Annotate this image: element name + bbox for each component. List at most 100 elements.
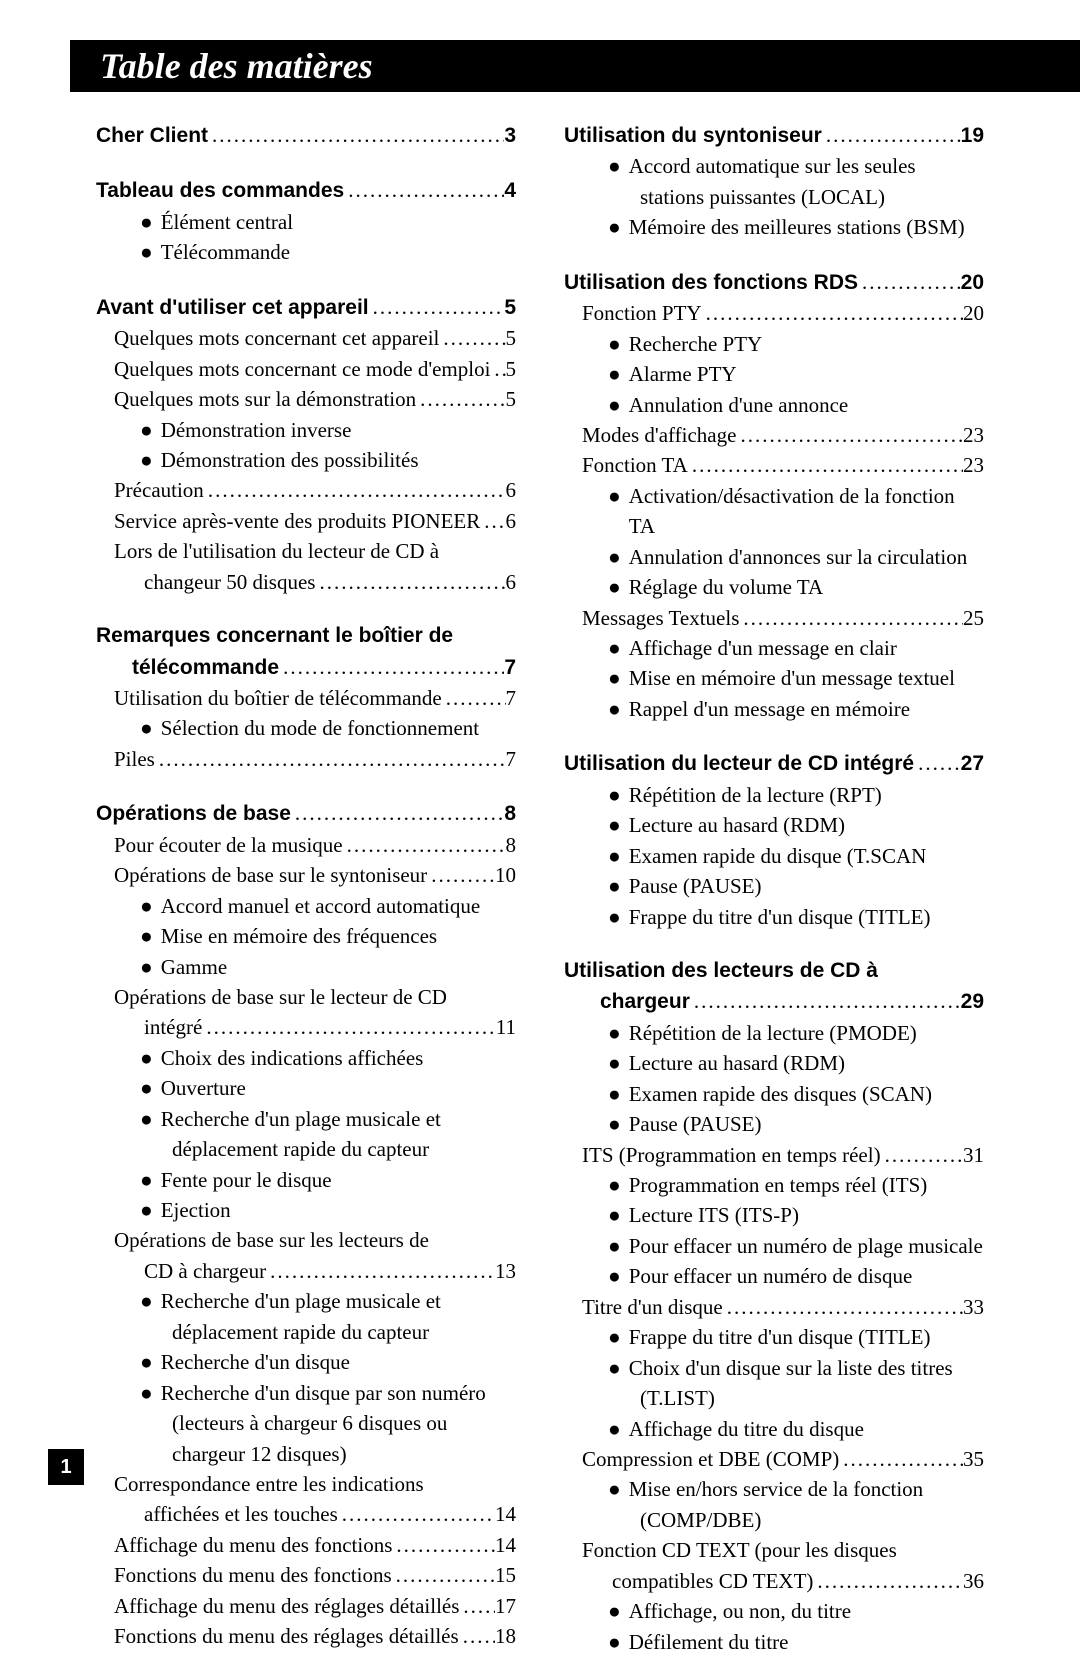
bullet-icon: ● [140,891,161,921]
entry-page: 14 [495,1499,516,1529]
leader-dots [204,475,506,505]
entry-page: 35 [963,1444,984,1474]
bullet-icon: ● [608,1109,629,1139]
entry-label: CD à chargeur [144,1256,266,1286]
section-tableau-commandes: Tableau des commandes 4 ●Élément central… [96,175,516,267]
toc-bullet: ●Recherche d'un disque [96,1347,516,1377]
toc-bullet: ●Lecture au hasard (RDM) [564,810,984,840]
toc-bullet: ●Alarme PTY [564,359,984,389]
bullet-icon: ● [608,212,629,242]
toc-entry: Compression et DBE (COMP)35 [564,1444,984,1474]
entry-page: 11 [496,1012,516,1042]
toc-bullet: ●Annulation d'une annonce [564,390,984,420]
entry-page: 36 [963,1566,984,1596]
entry-page: 5 [506,323,517,353]
toc-bullet: ●Gamme [96,952,516,982]
entry-label: Fonction PTY [582,298,702,328]
section-syntoniseur: Utilisation du syntoniseur 19 ●Accord au… [564,120,984,243]
bullet-text: Mise en/hors service de la fonction [629,1474,984,1504]
toc-heading-wrap: Utilisation des lecteurs de CD à [564,956,984,986]
entry-label: Opérations de base sur le lecteur de CD [114,982,447,1012]
bullet-text: Recherche d'un plage musicale et [161,1286,516,1316]
entry-page: 7 [506,744,517,774]
bullet-icon: ● [608,1414,629,1444]
entry-page: 5 [506,384,517,414]
toc-bullet: ●Mémoire des meilleures stations (BSM) [564,212,984,242]
toc-entry: Messages Textuels25 [564,603,984,633]
bullet-icon: ● [608,1200,629,1230]
entry-label: Fonction CD TEXT (pour les disques [582,1535,897,1565]
toc-heading-cont: chargeur 29 [564,986,984,1017]
toc-entry-cont: intégré11 [96,1012,516,1042]
bullet-text: Répétition de la lecture (PMODE) [629,1018,984,1048]
entry-page: 15 [495,1560,516,1590]
bullet-text: Frappe du titre d'un disque (TITLE) [629,902,984,932]
bullet-text: déplacement rapide du capteur [172,1134,429,1164]
heading-label: Cher Client [96,121,208,151]
heading-page: 8 [504,799,516,829]
page-number: 1 [60,1456,71,1479]
leader-dots [291,798,504,828]
bullet-text: (T.LIST) [640,1383,715,1413]
bullet-icon: ● [140,445,161,475]
toc-bullet: ●Mise en/hors service de la fonction [564,1474,984,1504]
leader-dots [822,120,961,150]
toc-heading: Utilisation des fonctions RDS 20 [564,267,984,298]
bullet-icon: ● [608,633,629,663]
bullet-text: Programmation en temps réel (ITS) [629,1170,984,1200]
bullet-text: Répétition de la lecture (RPT) [629,780,984,810]
leader-dots [202,1012,495,1042]
bullet-text: Rappel d'un message en mémoire [629,694,984,724]
toc-bullet: ●Choix des indications affichées [96,1043,516,1073]
bullet-icon: ● [608,1474,629,1504]
bullet-icon: ● [140,952,161,982]
bullet-icon: ● [140,1195,161,1225]
bullet-icon: ● [140,207,161,237]
toc-entry-wrap: Fonction CD TEXT (pour les disques [564,1535,984,1565]
entry-label: Piles [114,744,155,774]
toc-heading: Avant d'utiliser cet appareil 5 [96,292,516,323]
bullet-text: Affichage du titre du disque [629,1414,984,1444]
leader-dots [442,683,506,713]
section-avant-utiliser: Avant d'utiliser cet appareil 5 Quelques… [96,292,516,597]
leader-dots [416,384,505,414]
entry-page: 8 [506,830,517,860]
toc-bullet: ●Recherche d'un disque par son numéro [96,1378,516,1408]
entry-page: 23 [963,420,984,450]
toc-entry: Opérations de base sur le syntoniseur10 [96,860,516,890]
toc-entry: Titre d'un disque33 [564,1292,984,1322]
toc-bullet: ●Pour effacer un numéro de disque [564,1261,984,1291]
toc-bullet: ●Affichage d'un message en clair [564,633,984,663]
entry-label: affichées et les touches [144,1499,338,1529]
bullet-text: Défilement du titre [629,1627,984,1657]
toc-bullet: ●Répétition de la lecture (PMODE) [564,1018,984,1048]
entry-label: Titre d'un disque [582,1292,723,1322]
bullet-text: Frappe du titre d'un disque (TITLE) [629,1322,984,1352]
toc-bullet: ●Recherche d'un plage musicale et [96,1286,516,1316]
bullet-icon: ● [140,415,161,445]
section-cher-client: Cher Client 3 [96,120,516,151]
toc-entry: Modes d'affichage23 [564,420,984,450]
toc-entry: Affichage du menu des fonctions14 [96,1530,516,1560]
bullet-icon: ● [608,1322,629,1352]
entry-label: Précaution [114,475,204,505]
leader-dots [739,603,963,633]
bullet-text: Mise en mémoire des fréquences [161,921,516,951]
heading-page: 20 [961,268,984,298]
toc-entry-wrap: Opérations de base sur les lecteurs de [96,1225,516,1255]
bullet-icon: ● [608,151,629,181]
entry-page: 31 [963,1140,984,1170]
heading-label: Utilisation des lecteurs de CD à [564,956,878,986]
leader-dots [427,860,495,890]
entry-page: 14 [495,1530,516,1560]
bullet-icon: ● [140,713,161,743]
bullet-icon: ● [608,810,629,840]
toc-bullet: ●Accord manuel et accord automatique [96,891,516,921]
toc-entry: ITS (Programmation en temps réel)31 [564,1140,984,1170]
toc-entry: Piles 7 [96,744,516,774]
bullet-icon: ● [608,663,629,693]
bullet-icon: ● [140,1165,161,1195]
heading-label: Utilisation des fonctions RDS [564,268,858,298]
toc-bullet: ●Lecture au hasard (RDM) [564,1048,984,1078]
bullet-text: Annulation d'une annonce [629,390,984,420]
